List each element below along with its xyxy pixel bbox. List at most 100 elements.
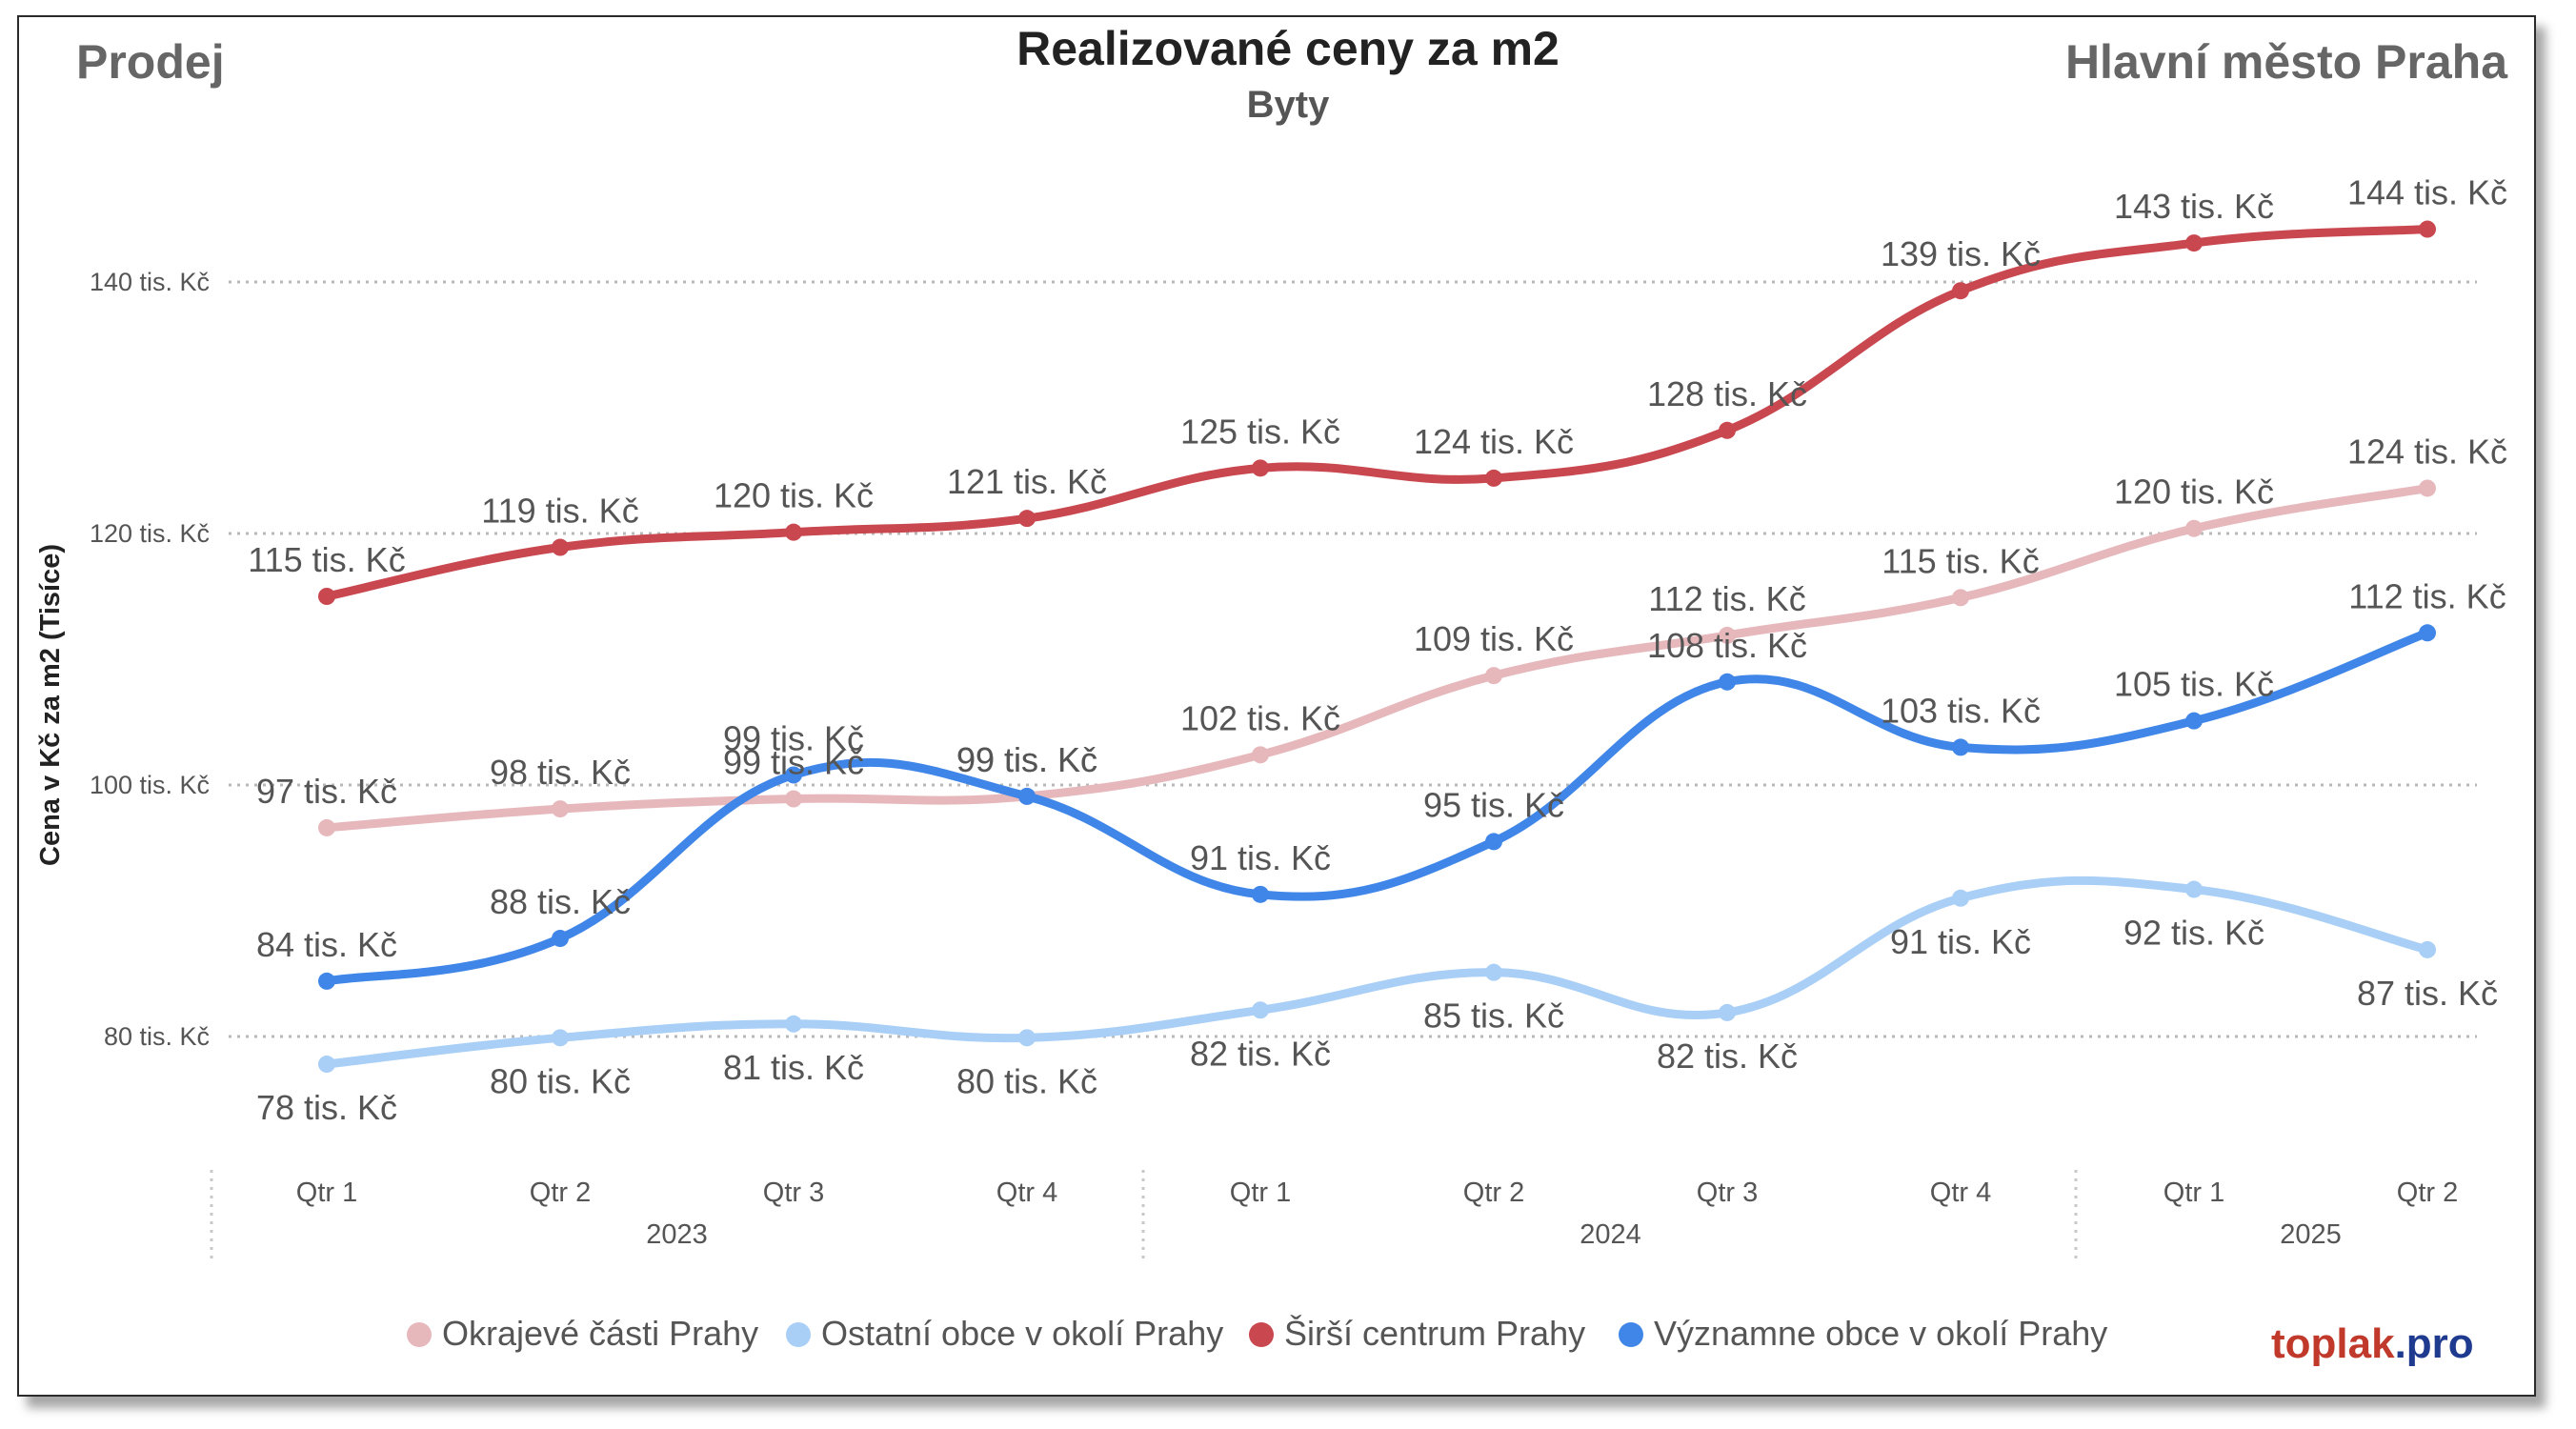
series-2-point-8 <box>2185 234 2203 252</box>
series-1-point-3 <box>1018 1029 1036 1047</box>
series-0-data-label-3: 99 tis. Kč <box>956 740 1097 779</box>
y-tick-label-0: 80 tis. Kč <box>104 1022 210 1051</box>
series-0-data-label-6: 112 tis. Kč <box>1648 579 1805 618</box>
series-3-data-label-3: 99 tis. Kč <box>956 740 1097 779</box>
series-0-data-label-0: 97 tis. Kč <box>256 772 397 811</box>
series-0-data-label-4: 102 tis. Kč <box>1180 698 1340 737</box>
x-tick-label-5: Qtr 2 <box>1463 1177 1524 1208</box>
series-1-point-9 <box>2419 940 2436 958</box>
series-2-point-3 <box>1018 510 1036 528</box>
x-tick-label-3: Qtr 4 <box>996 1177 1057 1208</box>
series-3-data-label-1: 88 tis. Kč <box>490 882 631 921</box>
series-0-point-5 <box>1485 667 1502 685</box>
series-1-point-0 <box>318 1056 335 1074</box>
series-0-point-1 <box>552 800 569 818</box>
series-2-data-label-7: 139 tis. Kč <box>1881 234 2041 273</box>
series-0-data-label-1: 98 tis. Kč <box>490 753 631 792</box>
transaction-type-label: Prodej <box>76 35 225 89</box>
chart-frame <box>17 15 2536 1397</box>
brand-part-2: .pro <box>2394 1320 2474 1367</box>
series-1-data-label-0: 78 tis. Kč <box>256 1088 397 1127</box>
series-2-data-label-4: 125 tis. Kč <box>1180 412 1340 451</box>
series-3-data-label-2: 99 tis. Kč <box>723 718 864 757</box>
year-label-1: 2024 <box>1580 1219 1641 1250</box>
series-2-data-label-9: 144 tis. Kč <box>2347 173 2507 212</box>
series-2-point-5 <box>1485 469 1502 487</box>
series-3-point-0 <box>318 972 335 990</box>
series-2-data-label-8: 143 tis. Kč <box>2114 187 2274 226</box>
x-tick-label-0: Qtr 1 <box>296 1177 357 1208</box>
year-label-2: 2025 <box>2280 1219 2342 1250</box>
x-tick-label-4: Qtr 1 <box>1230 1177 1291 1208</box>
series-1-data-label-8: 92 tis. Kč <box>2123 914 2264 953</box>
series-0-data-label-5: 109 tis. Kč <box>1414 619 1574 658</box>
series-1-data-label-7: 91 tis. Kč <box>1890 922 2031 961</box>
series-1-data-label-5: 85 tis. Kč <box>1423 996 1564 1036</box>
series-1-data-label-3: 80 tis. Kč <box>956 1061 1097 1100</box>
series-1-point-6 <box>1719 1003 1736 1021</box>
series-2-point-4 <box>1252 459 1269 477</box>
legend-marker-2 <box>1249 1322 1274 1347</box>
series-3-point-7 <box>1952 738 1969 756</box>
brand-part-1: toplak <box>2271 1320 2395 1367</box>
series-2-point-9 <box>2419 220 2436 238</box>
series-0-point-4 <box>1252 746 1269 764</box>
series-0-point-2 <box>785 790 802 808</box>
series-3-point-8 <box>2185 712 2203 730</box>
series-1-data-label-1: 80 tis. Kč <box>490 1061 631 1100</box>
series-1-point-5 <box>1485 963 1502 981</box>
series-0-point-9 <box>2419 479 2436 497</box>
series-3-point-1 <box>552 930 569 948</box>
brand-logo: toplak.pro <box>2271 1320 2474 1368</box>
y-tick-label-3: 140 tis. Kč <box>90 268 210 296</box>
legend-label-3: Významne obce v okolí Prahy <box>1654 1314 2107 1353</box>
chart-title: Realizované ceny za m2 <box>1016 22 1560 75</box>
series-0-point-6 <box>1719 626 1736 644</box>
series-0-point-0 <box>318 818 335 836</box>
x-tick-label-6: Qtr 3 <box>1697 1177 1758 1208</box>
y-tick-label-1: 100 tis. Kč <box>90 771 210 799</box>
series-0-data-label-7: 115 tis. Kč <box>1882 541 2039 580</box>
series-2-point-0 <box>318 588 335 605</box>
x-tick-label-8: Qtr 1 <box>2163 1177 2224 1208</box>
series-2-point-6 <box>1719 421 1736 439</box>
series-1-point-1 <box>552 1029 569 1047</box>
series-2-data-label-1: 119 tis. Kč <box>481 492 638 531</box>
series-line-0 <box>322 483 2432 833</box>
series-3-data-label-4: 91 tis. Kč <box>1190 838 1331 877</box>
region-label: Hlavní město Praha <box>2064 35 2507 89</box>
legend-label-2: Širší centrum Prahy <box>1284 1314 1585 1353</box>
legend-label-0: Okrajevé části Prahy <box>442 1314 758 1353</box>
series-1-data-label-6: 82 tis. Kč <box>1657 1037 1798 1076</box>
series-1-data-label-2: 81 tis. Kč <box>723 1048 864 1087</box>
series-1-data-label-9: 87 tis. Kč <box>2357 974 2498 1013</box>
legend-label-1: Ostatní obce v okolí Prahy <box>821 1314 1223 1353</box>
series-3-point-9 <box>2419 624 2436 642</box>
series-3-point-3 <box>1018 787 1036 805</box>
series-3-data-label-5: 95 tis. Kč <box>1423 785 1564 824</box>
series-3-point-6 <box>1719 673 1736 691</box>
series-3-point-4 <box>1252 885 1269 903</box>
series-2-point-1 <box>552 538 569 556</box>
x-tick-label-7: Qtr 4 <box>1930 1177 1991 1208</box>
series-line-2 <box>322 225 2432 601</box>
series-1-point-8 <box>2185 880 2203 898</box>
series-1-point-4 <box>1252 1001 1269 1019</box>
series-0-data-label-2: 99 tis. Kč <box>723 743 864 782</box>
series-3-data-label-0: 84 tis. Kč <box>256 925 397 964</box>
series-3-data-label-9: 112 tis. Kč <box>2348 576 2506 615</box>
series-2-point-2 <box>785 523 802 541</box>
series-line-1 <box>322 876 2432 1069</box>
series-2-data-label-0: 115 tis. Kč <box>248 540 405 579</box>
y-tick-label-2: 120 tis. Kč <box>90 519 210 548</box>
series-2-point-7 <box>1952 282 1969 300</box>
series-3-point-5 <box>1485 833 1502 851</box>
series-2-data-label-3: 121 tis. Kč <box>947 462 1107 501</box>
x-tick-label-9: Qtr 2 <box>2397 1177 2458 1208</box>
series-line-3 <box>322 628 2432 986</box>
series-3-data-label-7: 103 tis. Kč <box>1881 691 2041 730</box>
year-label-0: 2023 <box>646 1219 708 1250</box>
series-2-data-label-5: 124 tis. Kč <box>1414 422 1574 461</box>
series-2-data-label-6: 128 tis. Kč <box>1647 374 1807 413</box>
chart-subtitle: Byty <box>1246 84 1330 126</box>
